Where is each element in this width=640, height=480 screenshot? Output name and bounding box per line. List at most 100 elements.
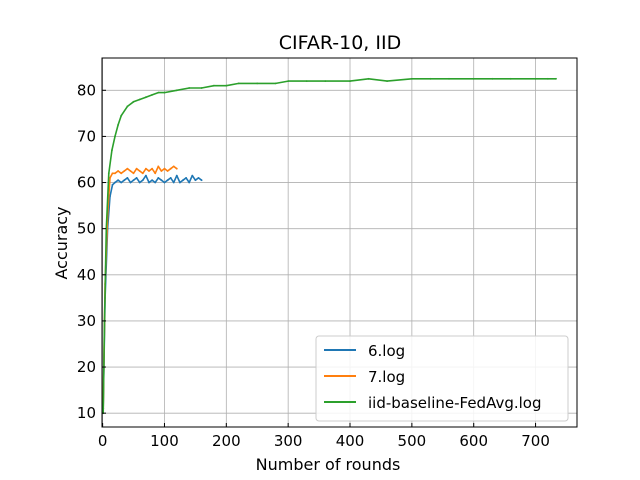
- data-point-iid-baseline-fedavg-log: [200, 87, 203, 89]
- series-line-iid-baseline-fedavg-log: [102, 78, 556, 414]
- data-point-iid-baseline-fedavg-log: [107, 172, 110, 175]
- data-point-6-log: [182, 179, 184, 182]
- x-tick-label: 600: [459, 432, 488, 450]
- series-line-6-log: [102, 174, 203, 409]
- data-point-iid-baseline-fedavg-log: [386, 80, 388, 82]
- data-point-6-log: [194, 179, 197, 182]
- data-point-7-log: [163, 167, 166, 170]
- data-point-6-log: [188, 181, 191, 184]
- data-point-7-log: [135, 167, 138, 170]
- data-point-6-log: [172, 181, 175, 184]
- data-point-7-log: [132, 172, 135, 175]
- data-point-6-log: [120, 181, 123, 184]
- data-point-7-log: [123, 170, 126, 172]
- data-point-6-log: [191, 174, 194, 177]
- data-point-iid-baseline-fedavg-log: [175, 89, 178, 92]
- data-point-7-log: [154, 172, 157, 175]
- data-point-iid-baseline-fedavg-log: [534, 77, 537, 80]
- data-point-7-log: [160, 170, 163, 172]
- data-point-6-log: [129, 181, 132, 184]
- data-point-iid-baseline-fedavg-log: [491, 77, 494, 80]
- data-point-iid-baseline-fedavg-log: [429, 77, 432, 80]
- data-point-6-log: [148, 181, 150, 184]
- data-point-7-log: [141, 172, 144, 175]
- data-point-7-log: [172, 165, 175, 168]
- data-point-iid-baseline-fedavg-log: [114, 135, 116, 138]
- legend-label-7-log: 7.log: [368, 368, 405, 386]
- data-point-iid-baseline-fedavg-log: [237, 82, 240, 85]
- data-point-iid-baseline-fedavg-log: [163, 91, 166, 94]
- data-point-7-log: [166, 170, 169, 172]
- data-point-6-log: [151, 179, 154, 182]
- data-point-iid-baseline-fedavg-log: [367, 77, 370, 80]
- data-point-7-log: [129, 170, 132, 172]
- legend-label-iid-baseline: iid-baseline-FedAvg.log: [368, 394, 541, 412]
- chart-title: CIFAR-10, IID: [279, 32, 401, 54]
- data-point-7-log: [120, 172, 123, 175]
- data-point-iid-baseline-fedavg-log: [126, 105, 129, 108]
- data-point-6-log: [132, 179, 135, 182]
- data-point-iid-baseline-fedavg-log: [117, 124, 119, 126]
- data-point-7-log: [169, 167, 172, 170]
- y-tick-label: 10: [77, 404, 96, 422]
- x-tick-label: 0: [98, 432, 108, 450]
- data-point-7-log: [148, 170, 150, 172]
- x-axis-title: Number of rounds: [256, 455, 401, 474]
- data-point-iid-baseline-fedavg-log: [349, 80, 351, 82]
- legend: 6.log 7.log iid-baseline-FedAvg.log: [315, 335, 569, 422]
- data-point-iid-baseline-fedavg-log: [287, 80, 290, 82]
- data-point-7-log: [175, 167, 178, 170]
- data-point-7-log: [145, 167, 147, 170]
- x-tick-label: 500: [398, 432, 427, 450]
- data-point-iid-baseline-fedavg-log: [256, 82, 259, 85]
- data-point-6-log: [157, 177, 160, 179]
- data-point-7-log: [111, 172, 114, 175]
- plot-frame: [101, 57, 578, 428]
- data-point-iid-baseline-fedavg-log: [132, 100, 135, 103]
- y-tick-label: 60: [77, 174, 96, 192]
- data-point-6-log: [123, 179, 126, 182]
- data-point-6-log: [135, 177, 138, 179]
- data-point-iid-baseline-fedavg-log: [274, 82, 277, 85]
- x-tick-label: 100: [150, 432, 179, 450]
- data-point-iid-baseline-fedavg-log: [145, 96, 147, 99]
- legend-box: [315, 335, 569, 422]
- data-point-6-log: [185, 177, 188, 179]
- y-tick-label: 70: [77, 127, 96, 145]
- x-tick-label: 700: [521, 432, 550, 450]
- series-layer: [102, 77, 557, 415]
- x-tick-label: 200: [212, 432, 241, 450]
- ticks: 0 100 200 300 400 500 600 700 10 20 30 40 50 60 70 80: [77, 81, 550, 450]
- x-tick-label: 300: [274, 432, 303, 450]
- data-point-6-log: [117, 179, 119, 182]
- data-point-iid-baseline-fedavg-log: [111, 149, 113, 152]
- y-tick-label: 20: [77, 358, 96, 376]
- x-tick-label: 400: [336, 432, 365, 450]
- data-point-6-log: [179, 181, 181, 184]
- y-tick-label: 40: [77, 266, 96, 284]
- data-point-6-log: [160, 179, 163, 182]
- y-tick-label: 30: [77, 312, 96, 330]
- data-point-7-log: [117, 170, 119, 172]
- data-point-7-log: [114, 172, 116, 175]
- y-tick-label: 50: [77, 220, 96, 238]
- data-point-iid-baseline-fedavg-log: [472, 77, 475, 80]
- data-point-6-log: [166, 179, 169, 182]
- data-point-iid-baseline-fedavg-log: [151, 94, 154, 96]
- data-point-7-log: [151, 167, 154, 170]
- data-point-7-log: [126, 167, 129, 170]
- data-point-iid-baseline-fedavg-log: [411, 77, 413, 80]
- data-point-iid-baseline-fedavg-log: [547, 77, 549, 80]
- data-point-6-log: [145, 174, 147, 177]
- y-tick-label: 80: [77, 81, 96, 99]
- data-point-6-log: [138, 181, 141, 184]
- data-point-7-log: [109, 177, 111, 179]
- data-point-iid-baseline-fedavg-log: [225, 84, 228, 87]
- data-point-iid-baseline-fedavg-log: [448, 77, 450, 80]
- data-point-7-log: [138, 170, 141, 172]
- y-axis-title: Accuracy: [52, 206, 71, 279]
- data-point-6-log: [163, 181, 166, 184]
- data-point-6-log: [126, 177, 129, 179]
